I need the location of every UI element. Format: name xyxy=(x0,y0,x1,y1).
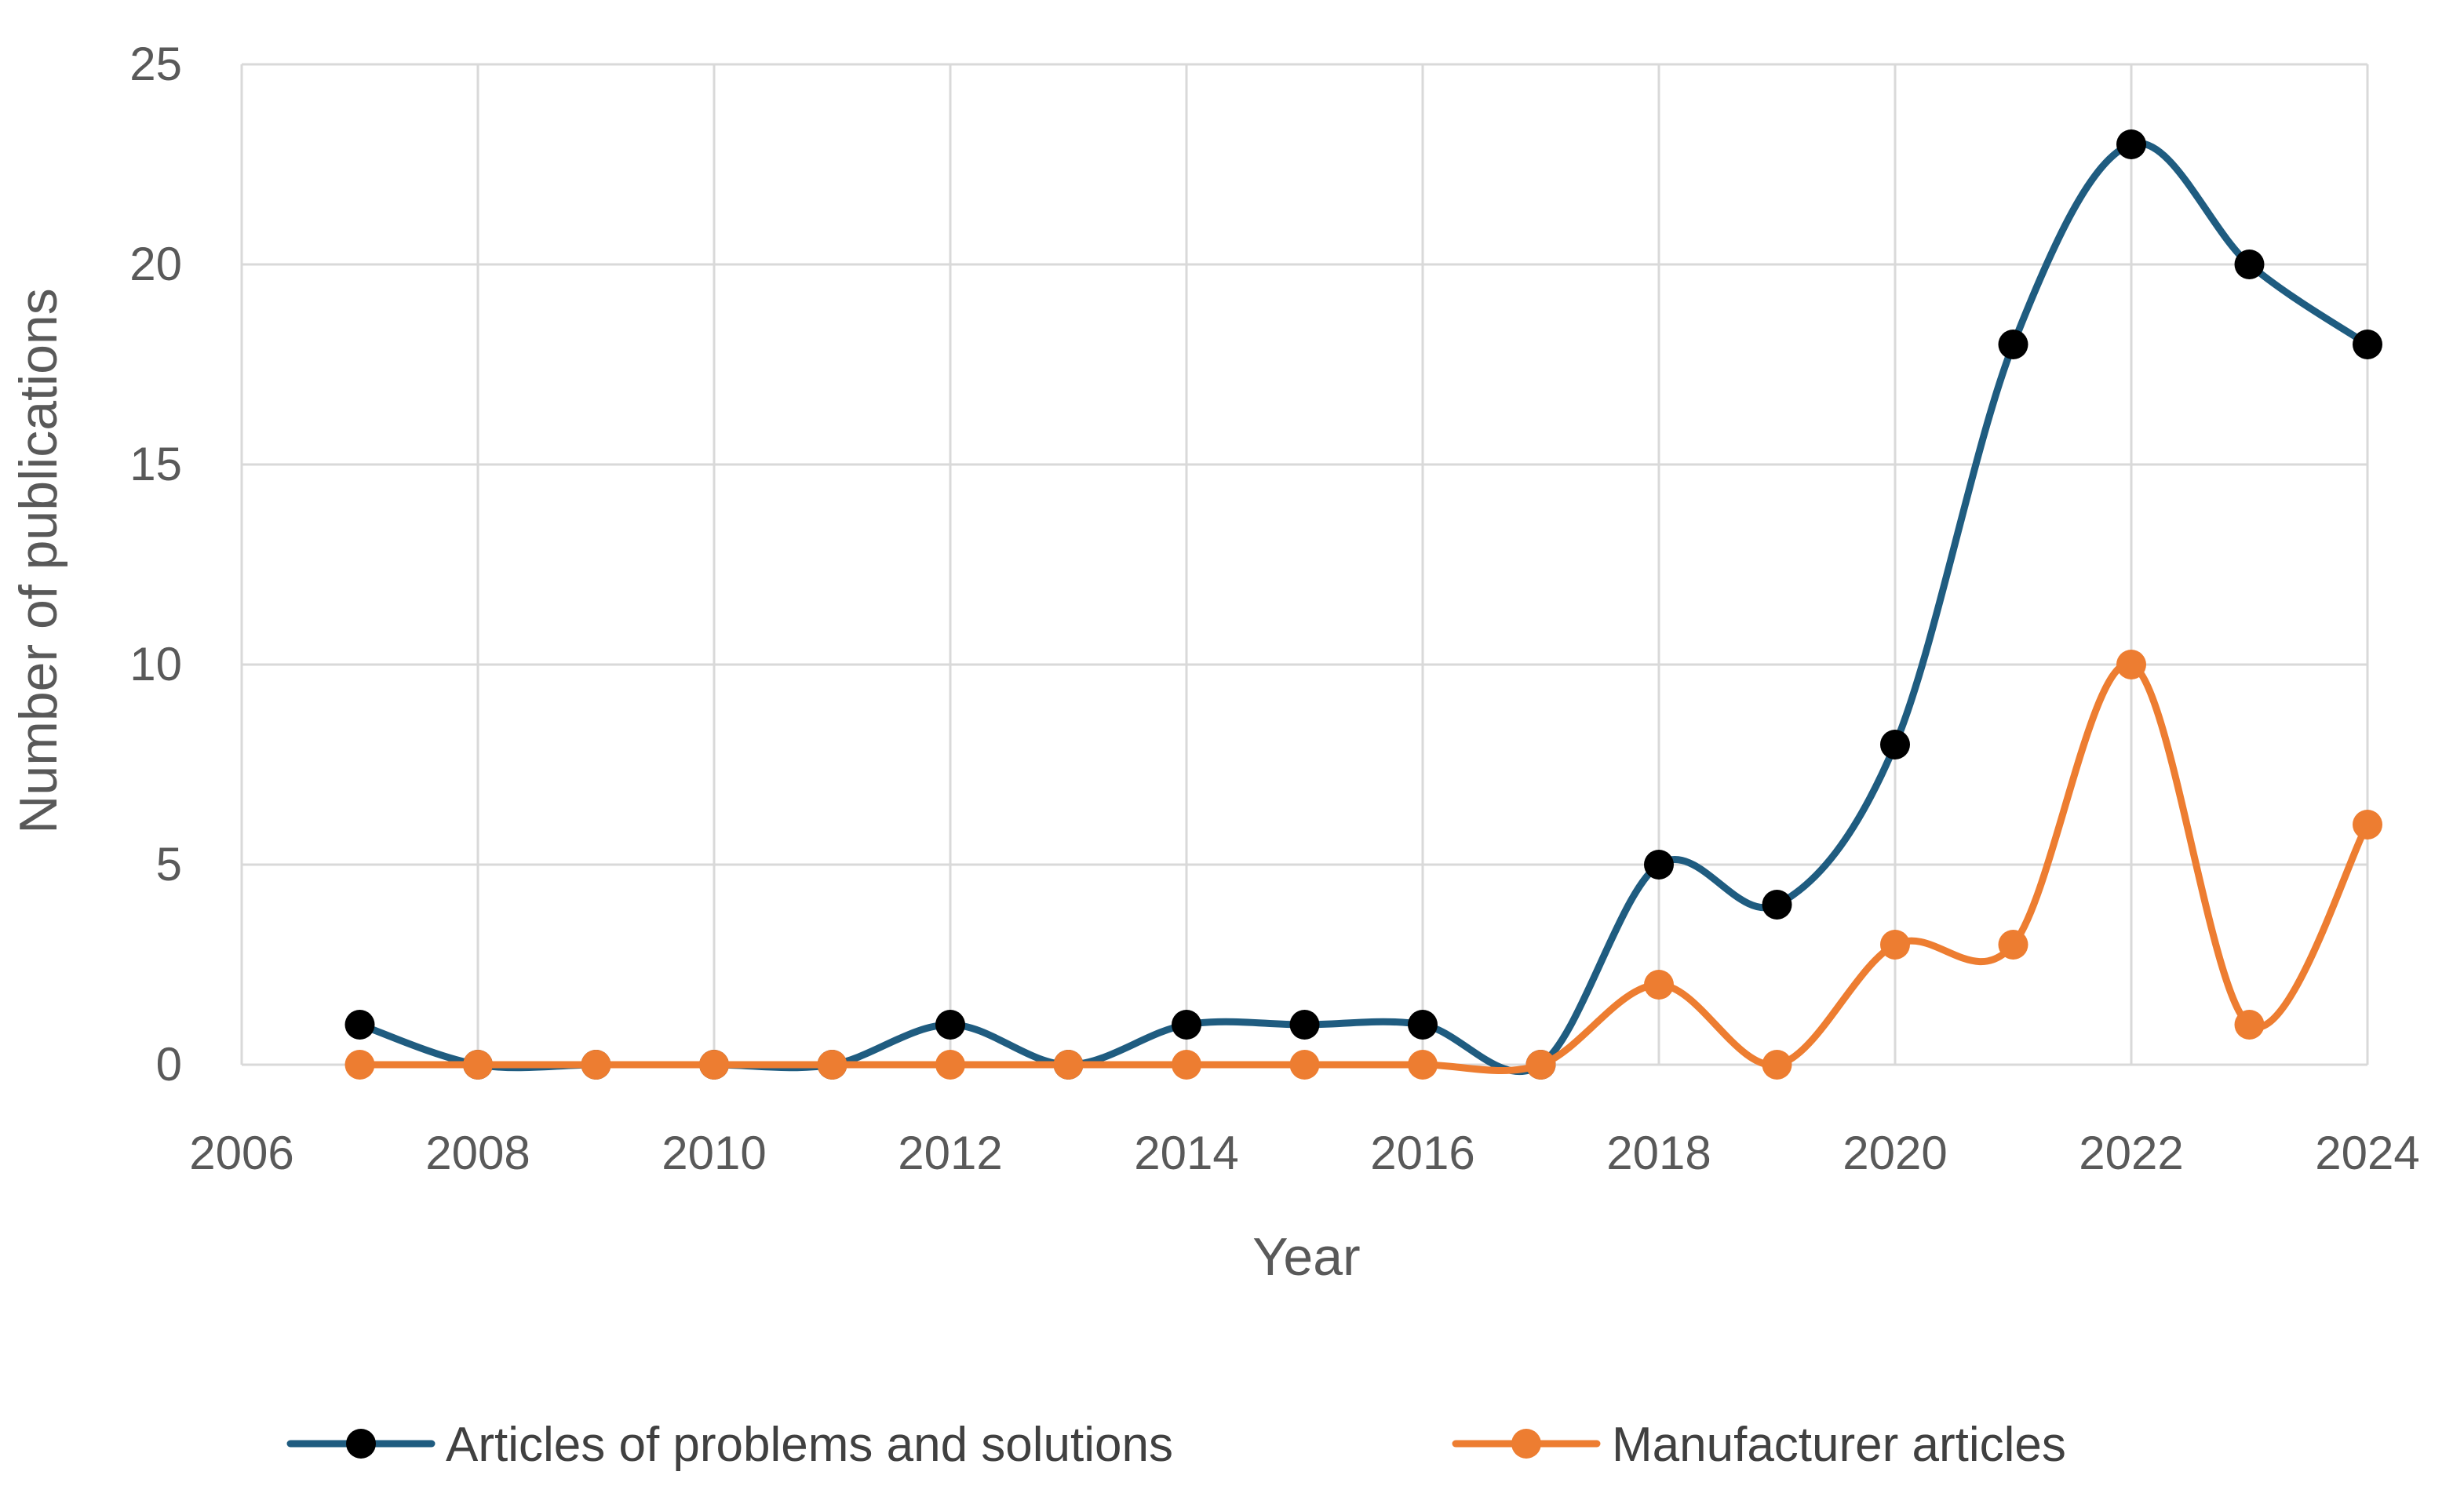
legend-marker xyxy=(346,1429,376,1459)
data-point xyxy=(2116,650,2146,679)
data-point xyxy=(1880,730,1910,759)
legend-label: Articles of problems and solutions xyxy=(446,1418,1173,1472)
data-point xyxy=(2234,250,2265,279)
x-tick-label: 2006 xyxy=(189,1127,293,1179)
y-tick-label: 15 xyxy=(129,438,182,490)
y-tick-label: 20 xyxy=(129,238,182,290)
data-point xyxy=(935,1050,965,1080)
legend-label: Manufacturer articles xyxy=(1612,1418,2066,1472)
x-tick-label: 2020 xyxy=(1843,1127,1947,1179)
data-point xyxy=(2234,1010,2265,1040)
data-point xyxy=(1880,930,1910,960)
data-point xyxy=(1289,1010,1320,1040)
data-point xyxy=(1762,1050,1792,1080)
legend-item-1: Articles of problems and solutions xyxy=(286,1418,1173,1472)
x-axis-title: Year xyxy=(1252,1227,1360,1287)
data-point xyxy=(2353,810,2382,840)
series-2 xyxy=(344,650,2382,1080)
y-tick-label: 0 xyxy=(156,1038,182,1091)
legend-marker xyxy=(1511,1429,1541,1459)
data-point xyxy=(1172,1010,1201,1040)
data-point xyxy=(935,1010,965,1040)
y-tick-label: 5 xyxy=(156,838,182,891)
data-point xyxy=(1644,970,1674,1000)
x-tick-label: 2008 xyxy=(425,1127,530,1179)
y-tick-label: 25 xyxy=(129,38,182,90)
grid xyxy=(240,63,2369,1066)
axes: 0 5 10 15 20 25 2006 2008 2010 2012 2014 2016 2018 20… xyxy=(129,38,2419,1179)
data-point xyxy=(463,1050,493,1080)
data-point xyxy=(699,1050,729,1080)
data-point xyxy=(1172,1050,1201,1080)
data-point xyxy=(581,1050,611,1080)
y-axis-title: Number of publications xyxy=(9,288,68,833)
data-point xyxy=(1762,890,1792,920)
data-point xyxy=(1644,850,1674,880)
legend: Articles of problems and solutions Manufa… xyxy=(286,1418,2066,1472)
data-point xyxy=(1408,1050,1438,1080)
data-point xyxy=(1289,1050,1320,1080)
data-point xyxy=(1525,1050,1556,1080)
data-point xyxy=(344,1050,375,1080)
data-point xyxy=(344,1010,375,1040)
series-line xyxy=(356,140,2371,1076)
data-point xyxy=(817,1050,847,1080)
x-tick-label: 2014 xyxy=(1134,1127,1238,1179)
data-point xyxy=(2116,129,2146,159)
series-line xyxy=(356,661,2371,1075)
data-point xyxy=(1408,1010,1438,1040)
legend-item-2: Manufacturer articles xyxy=(1452,1418,2066,1472)
x-tick-label: 2022 xyxy=(2079,1127,2183,1179)
x-tick-label: 2010 xyxy=(662,1127,766,1179)
x-tick-label: 2012 xyxy=(898,1127,1002,1179)
axis-labels: Year Number of publications xyxy=(9,288,1361,1287)
data-point xyxy=(1053,1050,1084,1080)
x-tick-label: 2016 xyxy=(1370,1127,1474,1179)
series-1 xyxy=(344,129,2382,1080)
y-tick-label: 10 xyxy=(129,638,182,690)
data-point xyxy=(2353,330,2382,359)
data-point xyxy=(1998,330,2028,359)
series xyxy=(344,129,2382,1080)
data-point xyxy=(1998,930,2028,960)
x-tick-label: 2024 xyxy=(2315,1127,2419,1179)
x-tick-label: 2018 xyxy=(1606,1127,1711,1179)
